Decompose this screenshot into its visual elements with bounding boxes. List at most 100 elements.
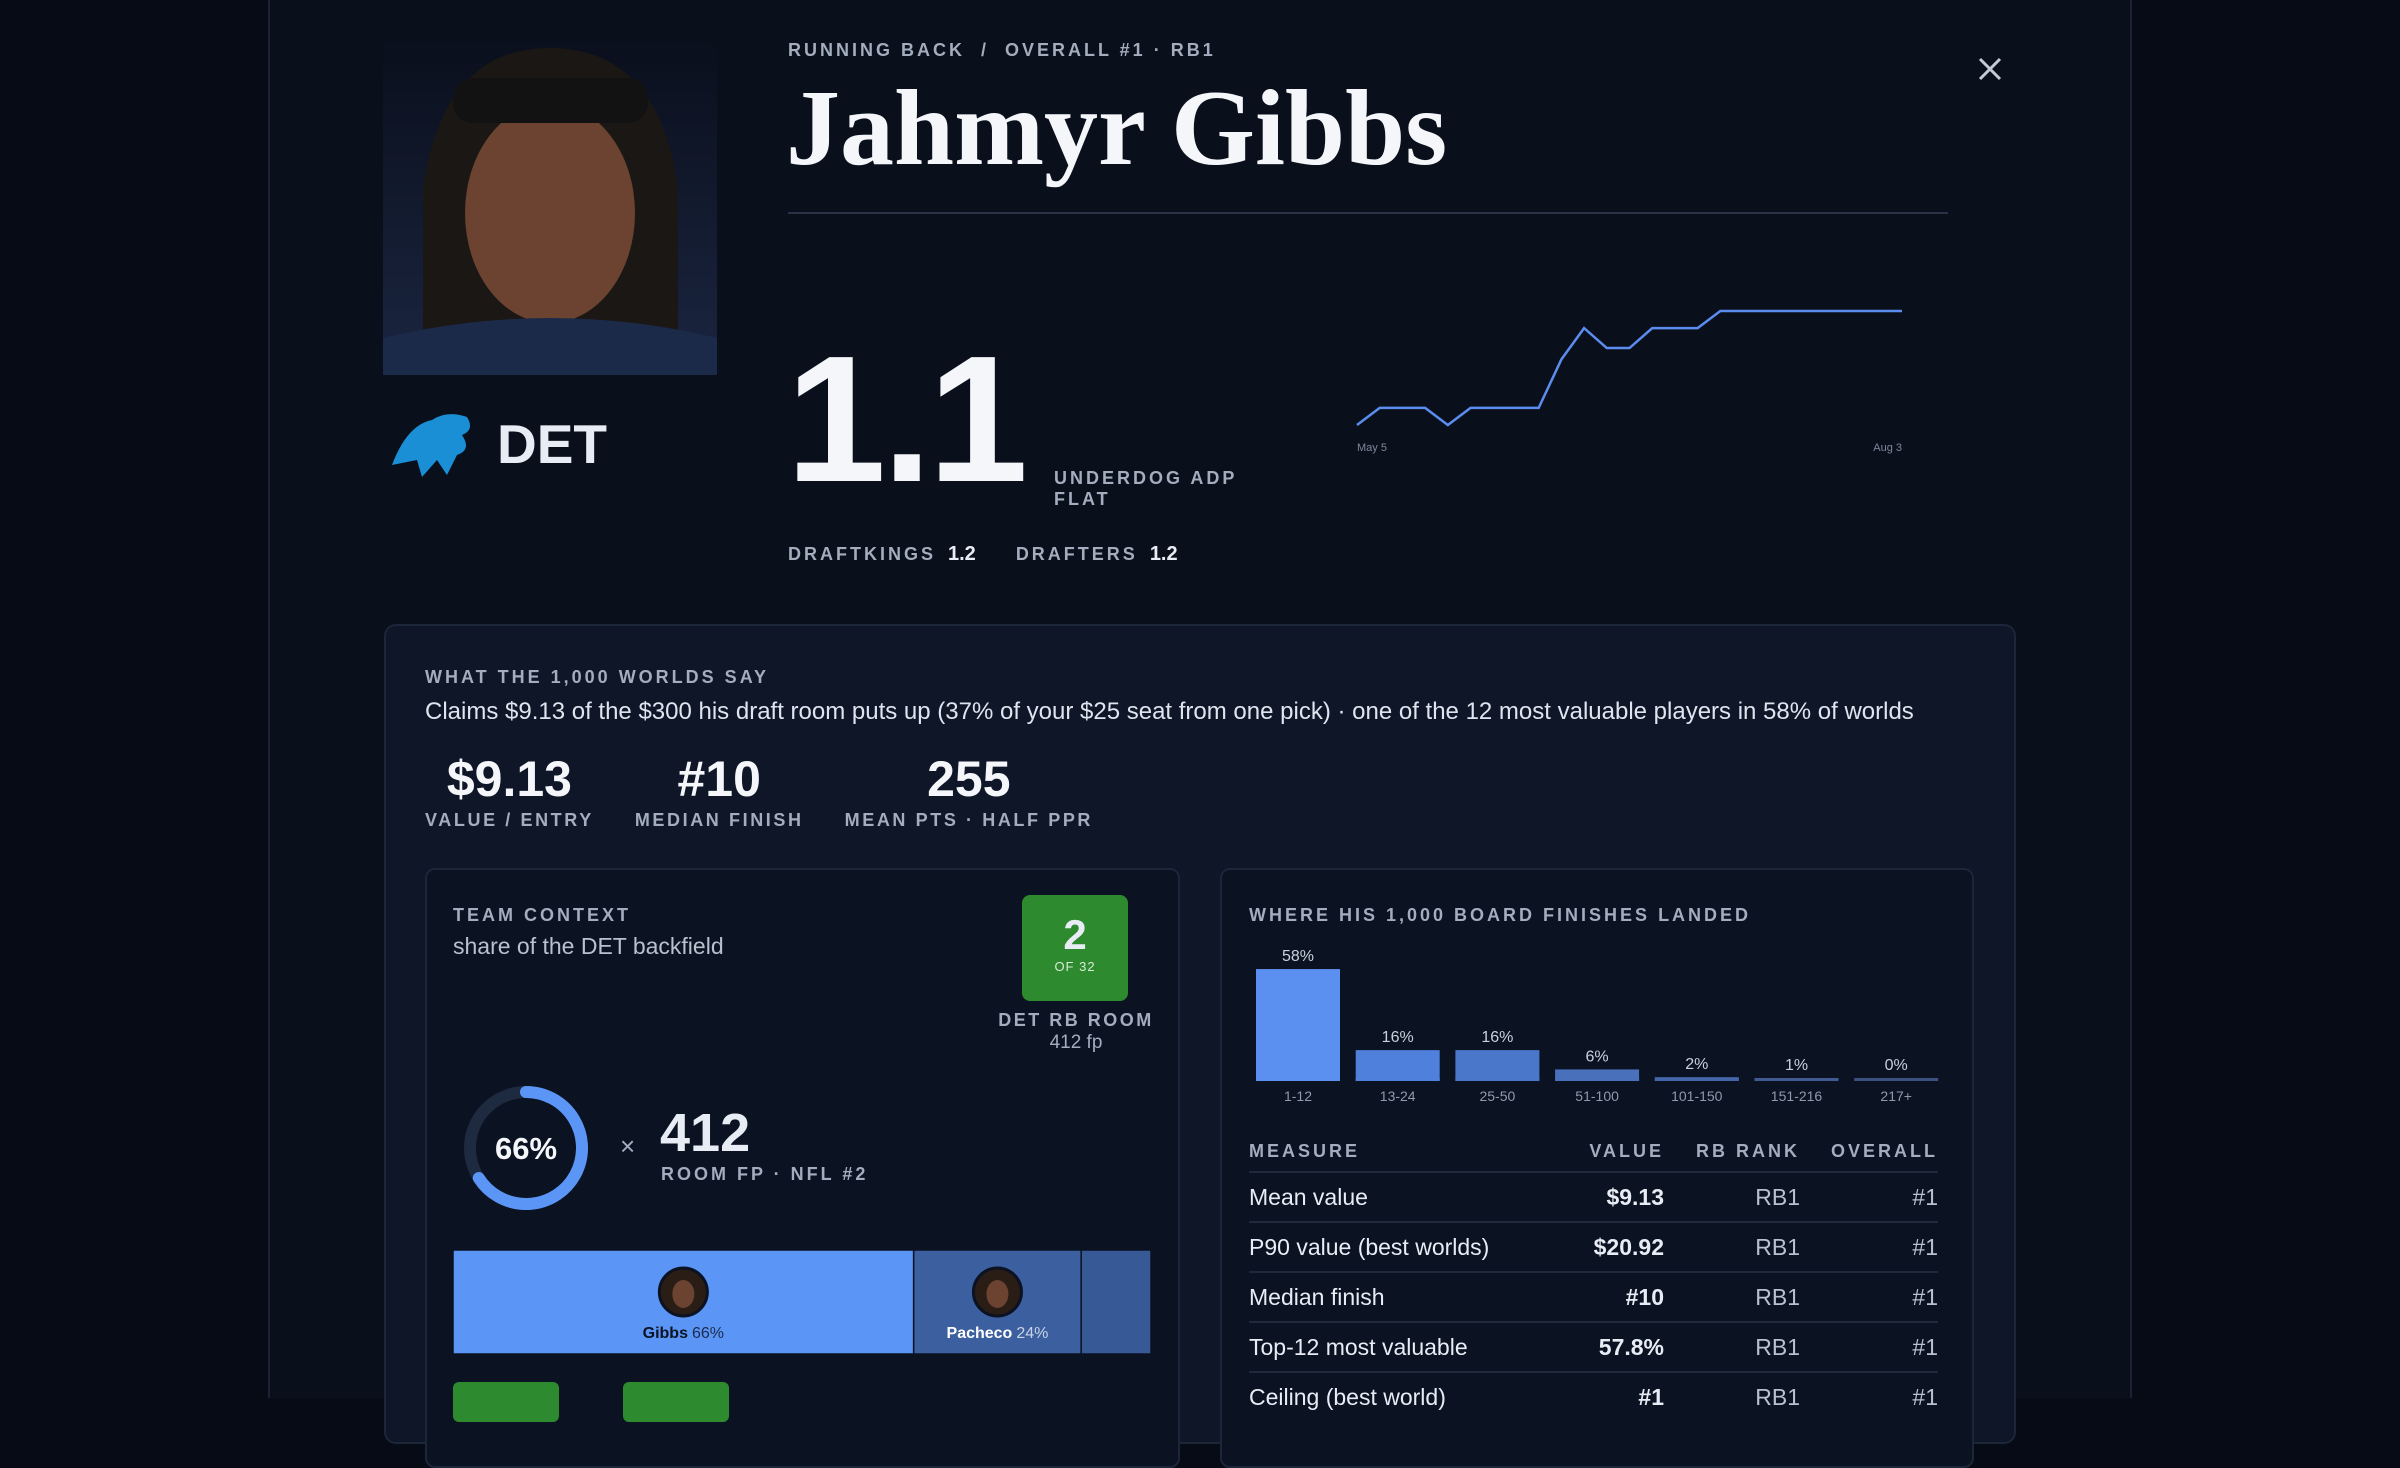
stat: 255 MEAN PTS · HALF PPR — [845, 750, 1093, 831]
table-cell: $20.92 — [1593, 1233, 1664, 1260]
x-tick-label: 25-50 — [1479, 1088, 1515, 1104]
x-tick-label: Aug 3 — [1873, 442, 1902, 454]
segment-name: Gibbs — [643, 1325, 688, 1342]
bar — [1256, 969, 1340, 1081]
times-sign: × — [620, 1131, 636, 1161]
table-row: P90 value (best worlds) $20.92 RB1 #1 — [1249, 1221, 1938, 1271]
finish-table: MEASURE VALUE RB RANK OVERALL Mean value $9.1… — [1249, 1131, 1938, 1421]
table-cell: #1 — [1912, 1233, 1938, 1260]
x-tick-label: May 5 — [1357, 442, 1387, 454]
x-tick-label: 151-216 — [1771, 1088, 1823, 1104]
table-row: Median finish #10 RB1 #1 — [1249, 1271, 1938, 1321]
adp-source: DRAFTKINGS 1.2 — [788, 543, 976, 566]
stat-label: MEAN PTS · HALF PPR — [844, 810, 1094, 830]
stat: #10 MEDIAN FINISH — [635, 750, 804, 831]
player-photo — [383, 38, 717, 375]
table-cell: Top-12 most valuable — [1249, 1333, 1468, 1360]
team-subheading: share of the DET backfield — [453, 933, 724, 959]
table-cell: RB1 — [1755, 1233, 1800, 1260]
stat-value: 255 — [927, 751, 1011, 807]
bar — [1654, 1077, 1739, 1081]
divider — [788, 212, 1948, 214]
share-segment — [1080, 1249, 1152, 1355]
segment-value: 66% — [692, 1325, 724, 1342]
stat: $9.13 VALUE / ENTRY — [425, 750, 594, 831]
adp-label: UNDERDOG ADP — [1054, 468, 1238, 488]
team-logo — [392, 414, 471, 477]
stat-label: MEDIAN FINISH — [634, 810, 804, 830]
table-cell: #1 — [1912, 1283, 1938, 1310]
x-tick-label: 217+ — [1880, 1088, 1912, 1104]
donut-arc — [472, 1086, 588, 1210]
room-total-label: ROOM FP · NFL #2 — [661, 1164, 869, 1184]
bar-value-label: 0% — [1885, 1057, 1908, 1074]
adp-trend: FLAT — [1054, 489, 1111, 509]
column-header: RB RANK — [1696, 1140, 1800, 1161]
adp-value: 1.1 — [786, 319, 1028, 520]
finishes-heading: WHERE HIS 1,000 BOARD FINISHES LANDED — [1249, 905, 1752, 925]
sparkline — [1356, 309, 1902, 427]
bar-baseline — [1854, 1078, 1939, 1081]
close-button[interactable] — [1976, 55, 2004, 83]
x-tick-label: 13-24 — [1380, 1088, 1416, 1104]
segment-label: Pacheco 24% — [947, 1325, 1049, 1342]
table-cell: #1 — [1912, 1333, 1938, 1360]
bar-value-label: 2% — [1685, 1056, 1708, 1073]
table-cell: 57.8% — [1598, 1333, 1664, 1360]
bar — [1355, 1050, 1440, 1081]
table-cell: RB1 — [1755, 1283, 1800, 1310]
segment-label: Gibbs 66% — [643, 1325, 724, 1342]
column-header: MEASURE — [1249, 1140, 1361, 1161]
table-row: Top-12 most valuable 57.8% RB1 #1 — [1249, 1321, 1938, 1371]
bar-value-label: 1% — [1785, 1057, 1808, 1074]
other-adps: DRAFTKINGS 1.2 DRAFTERS 1.2 — [788, 543, 1178, 566]
bar-value-label: 16% — [1382, 1029, 1414, 1046]
table-cell: #10 — [1625, 1283, 1664, 1310]
table-cell: RB1 — [1755, 1333, 1800, 1360]
x-tick-label: 101-150 — [1671, 1088, 1723, 1104]
column-header: OVERALL — [1830, 1140, 1938, 1161]
team-abbr: DET — [497, 413, 607, 475]
room-total: 412 — [660, 1103, 751, 1163]
room-fp: 412 fp — [1049, 1032, 1103, 1053]
adp-source-value: 1.2 — [948, 543, 976, 565]
bar — [1455, 1050, 1540, 1081]
room-rank: 2 — [1063, 911, 1087, 958]
table-cell: Median finish — [1249, 1283, 1385, 1310]
bar-value-label: 58% — [1282, 948, 1314, 965]
donut-label: 66% — [495, 1131, 557, 1166]
bar-value-label: 6% — [1586, 1048, 1609, 1065]
table-cell: #1 — [1912, 1183, 1938, 1210]
bar — [1555, 1069, 1640, 1081]
bar-value-label: 16% — [1481, 1029, 1513, 1046]
adp-source-name: DRAFTKINGS — [788, 544, 936, 564]
worlds-heading: WHAT THE 1,000 WORLDS SAY — [425, 667, 770, 687]
kicker: RUNNING BACK / OVERALL #1 · RB1 — [788, 40, 1216, 60]
table-row: Mean value $9.13 RB1 #1 — [1249, 1171, 1938, 1221]
segment-name: Pacheco — [947, 1325, 1013, 1342]
bar — [1754, 1079, 1839, 1081]
team-heading: TEAM CONTEXT — [453, 905, 631, 925]
player-name: Jahmyr Gibbs — [786, 69, 1448, 188]
table-cell: $9.13 — [1606, 1183, 1664, 1210]
segment-value: 24% — [1016, 1325, 1048, 1342]
adp-source-value: 1.2 — [1149, 543, 1178, 565]
table-header: MEASURE VALUE RB RANK OVERALL — [1249, 1131, 1938, 1171]
avatar-face — [672, 1280, 695, 1308]
room-rank-badge: 2 OF 32 — [1022, 895, 1128, 1001]
column-header: VALUE — [1589, 1140, 1664, 1161]
adp-sparkline: May 5 Aug 3 — [1356, 309, 1902, 454]
table-cell: RB1 — [1755, 1183, 1800, 1210]
page: DET RUNNING BACK / OVERALL #1 · RB1 Jahm… — [268, 0, 2132, 1468]
adp-source: DRAFTERS 1.2 — [1016, 543, 1178, 566]
table-cell: Mean value — [1249, 1183, 1368, 1210]
stat-value: $9.13 — [446, 751, 572, 807]
stats: $9.13 VALUE / ENTRY #10 MEDIAN FINISH 255 MEA… — [425, 750, 1093, 831]
room-rank-of: OF 32 — [1054, 959, 1096, 974]
avatar-face — [986, 1280, 1009, 1308]
visuals: 66%Gibbs 66% Pacheco 24%58%1-1216%13-2416%2… — [452, 948, 1939, 1355]
stat-label: VALUE / ENTRY — [425, 810, 594, 830]
adp-source-name: DRAFTERS — [1015, 544, 1138, 564]
table-cell: P90 value (best worlds) — [1249, 1233, 1490, 1260]
finishes-card — [1220, 868, 1974, 1468]
